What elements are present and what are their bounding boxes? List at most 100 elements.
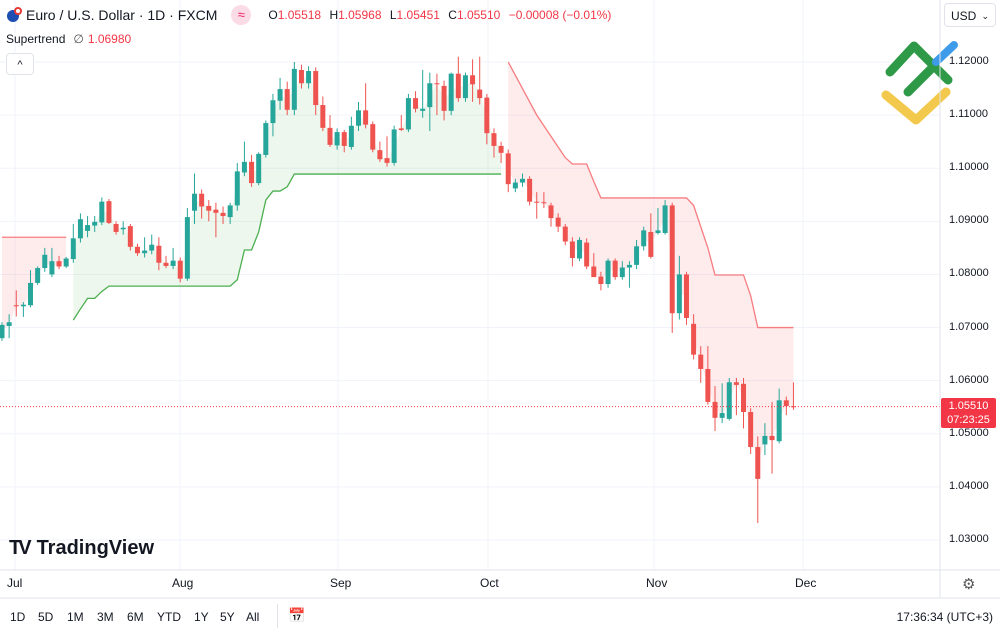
supertrend-up-line bbox=[72, 173, 502, 321]
candle-body bbox=[398, 128, 404, 130]
ohlc-values: O1.05518 H1.05968 L1.05451 C1.05510 −0.0… bbox=[263, 8, 611, 22]
close-value: 1.05510 bbox=[456, 8, 501, 22]
candle-body bbox=[156, 245, 162, 263]
price-tick-label: 1.12000 bbox=[949, 55, 989, 67]
range-button-ytd[interactable]: YTD bbox=[157, 610, 181, 624]
candle bbox=[548, 202, 554, 227]
candle-body bbox=[313, 71, 319, 106]
candle-body bbox=[626, 264, 632, 268]
tradingview-logo[interactable]: TV TradingView bbox=[9, 537, 154, 560]
range-button-5d[interactable]: 5D bbox=[38, 610, 54, 624]
candle bbox=[733, 378, 739, 416]
candle bbox=[184, 208, 190, 281]
candle-body bbox=[256, 153, 262, 184]
candle bbox=[327, 115, 333, 147]
candle bbox=[519, 173, 525, 187]
indicator-name: Supertrend bbox=[6, 32, 66, 46]
candle bbox=[13, 290, 19, 317]
range-button-1d[interactable]: 1D bbox=[10, 610, 26, 624]
candle bbox=[676, 255, 682, 320]
candle-body bbox=[591, 266, 597, 278]
candle bbox=[498, 141, 504, 163]
candle bbox=[49, 247, 55, 278]
candle-body bbox=[477, 89, 483, 99]
range-button-1y[interactable]: 1Y bbox=[194, 610, 209, 624]
candle-body bbox=[527, 178, 533, 202]
candle-body bbox=[142, 250, 148, 254]
litefinance-logo bbox=[881, 41, 958, 125]
currency-value: USD bbox=[951, 9, 977, 23]
candle-body bbox=[391, 129, 397, 163]
candle bbox=[648, 213, 654, 259]
candle bbox=[577, 237, 583, 262]
range-button-6m[interactable]: 6M bbox=[127, 610, 144, 624]
candle-body bbox=[63, 258, 69, 267]
price-tick-label: 1.05000 bbox=[949, 426, 989, 439]
candle bbox=[320, 96, 326, 132]
candle-body bbox=[348, 125, 354, 147]
change-value: −0.00008 (−0.01%) bbox=[508, 8, 612, 22]
chart-settings-icon[interactable]: ⚙ bbox=[962, 576, 976, 593]
candle bbox=[420, 69, 426, 118]
candle-body bbox=[28, 282, 34, 306]
candle bbox=[227, 202, 233, 224]
candle bbox=[584, 238, 590, 270]
candle bbox=[413, 91, 419, 113]
candle-body bbox=[42, 254, 48, 269]
candle bbox=[705, 346, 711, 405]
candle-body bbox=[35, 268, 41, 283]
candle bbox=[470, 59, 476, 102]
range-button-all[interactable]: All bbox=[246, 610, 260, 624]
candle bbox=[63, 256, 69, 269]
candle-body bbox=[170, 260, 176, 266]
candle bbox=[719, 383, 725, 424]
range-button-5y[interactable]: 5Y bbox=[220, 610, 235, 624]
replay-badge[interactable]: ≈ bbox=[231, 5, 252, 25]
candle-body bbox=[277, 89, 283, 101]
candle bbox=[448, 72, 454, 116]
go-to-date-calendar-icon[interactable]: 📅 bbox=[288, 607, 306, 623]
candle-body bbox=[691, 323, 697, 355]
indicator-legend[interactable]: Supertrend ∅ 1.06980 bbox=[6, 32, 131, 46]
eu-us-flag-icon bbox=[7, 7, 22, 22]
candle bbox=[20, 302, 26, 317]
candle bbox=[42, 247, 48, 272]
candle-body bbox=[634, 246, 640, 265]
candle-body bbox=[534, 201, 540, 203]
candle-body bbox=[769, 435, 775, 441]
candle bbox=[127, 223, 133, 251]
price-tick-label: 1.06000 bbox=[949, 373, 989, 386]
candle-body bbox=[263, 123, 269, 155]
candle-body bbox=[241, 161, 247, 173]
candle bbox=[170, 247, 176, 270]
candle bbox=[263, 120, 269, 158]
candle bbox=[306, 66, 312, 89]
candle bbox=[377, 141, 383, 162]
symbol-title[interactable]: Euro / U.S. Dollar · 1D · FXCM bbox=[26, 7, 218, 23]
candle-body bbox=[199, 193, 205, 207]
candle bbox=[434, 73, 440, 116]
candle bbox=[391, 125, 397, 166]
candle bbox=[106, 199, 112, 224]
candle-body bbox=[377, 150, 383, 160]
tradingview-wordmark: TradingView bbox=[36, 537, 155, 559]
candle bbox=[398, 115, 404, 132]
range-button-1m[interactable]: 1M bbox=[67, 610, 84, 624]
candle-body bbox=[56, 261, 62, 267]
candle bbox=[85, 216, 91, 238]
candle bbox=[149, 234, 155, 255]
candle bbox=[605, 258, 611, 288]
candle bbox=[348, 116, 354, 150]
collapse-legend-button[interactable]: ^ bbox=[6, 53, 34, 75]
candle-body bbox=[306, 71, 312, 84]
candle-body bbox=[291, 68, 297, 110]
candle-body bbox=[455, 73, 461, 99]
candle bbox=[619, 261, 625, 280]
currency-select[interactable]: USD ⌄ bbox=[944, 3, 996, 27]
candle-body bbox=[577, 239, 583, 259]
candle bbox=[241, 141, 247, 177]
clock-timezone[interactable]: 17:36:34 (UTC+3) bbox=[896, 610, 993, 624]
range-button-3m[interactable]: 3M bbox=[97, 610, 114, 624]
candle bbox=[56, 255, 62, 270]
